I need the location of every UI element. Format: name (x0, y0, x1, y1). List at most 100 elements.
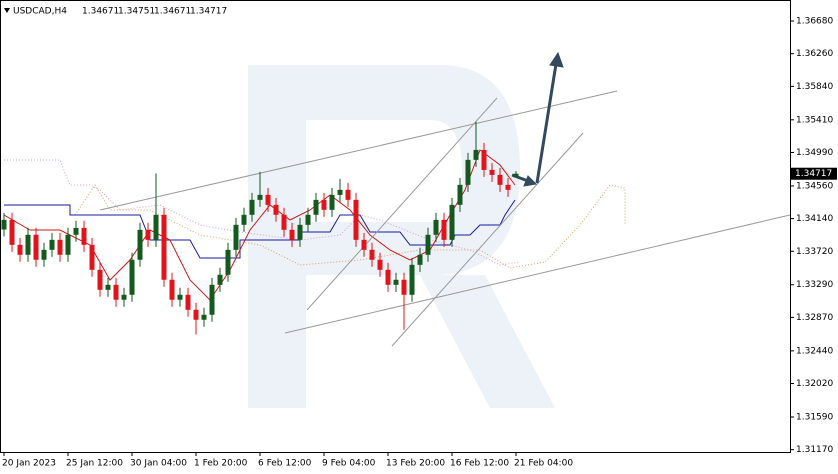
candle-body (313, 199, 319, 215)
candle-body (289, 229, 295, 240)
candle-body (25, 234, 31, 255)
candle-body (385, 269, 391, 285)
candle-body (497, 174, 503, 185)
candle-body (441, 219, 447, 240)
candle-body (41, 249, 47, 260)
candle-body (73, 227, 79, 235)
candle-body (233, 224, 239, 250)
candle-body (9, 219, 15, 245)
candle-body (353, 199, 359, 240)
candle-body (425, 234, 431, 255)
candle-body (273, 204, 279, 215)
candle-body (1, 219, 7, 230)
candle-body (321, 199, 327, 210)
y-tick-label: 1.32440 (796, 346, 833, 356)
candle-body (281, 214, 287, 230)
candle-body (265, 194, 271, 205)
y-tick-label: 1.33720 (796, 247, 833, 257)
candle-body (433, 219, 439, 235)
y-tick-label: 1.35410 (796, 115, 833, 125)
candle-body (105, 284, 111, 290)
candle-body (89, 244, 95, 270)
price-label: 1.34717 (795, 169, 832, 179)
y-tick-label: 1.36260 (796, 49, 833, 59)
candle-body (177, 294, 183, 300)
header-low: 1.34671 (154, 7, 191, 17)
y-tick-label: 1.35840 (796, 82, 833, 92)
arrow-shaft (535, 63, 558, 184)
candle-body (201, 314, 207, 320)
candle-body (449, 204, 455, 240)
candle-body (169, 279, 175, 300)
y-tick-label: 1.33290 (796, 280, 833, 290)
candles (1, 121, 519, 335)
channel-upper (99, 90, 618, 211)
candle-body (505, 184, 511, 190)
cloud-edge-b (74, 184, 626, 269)
x-tick-label: 25 Jan 12:00 (66, 459, 123, 469)
candle-body (185, 294, 191, 310)
cloud (4, 159, 626, 269)
header-high: 1.34751 (118, 7, 155, 17)
candle-body (305, 214, 311, 225)
candle-body (361, 239, 367, 250)
arrow-head (549, 51, 564, 68)
trend-lines (99, 90, 791, 347)
candle-body (457, 184, 463, 205)
candle-body (345, 189, 351, 200)
candle-body (297, 224, 303, 240)
candle-body (377, 259, 383, 270)
candle-body (473, 149, 479, 160)
candle-body (337, 189, 343, 195)
x-tick-label: 30 Jan 04:00 (130, 459, 187, 469)
candle-body (49, 239, 55, 250)
candle-body (113, 284, 119, 300)
cloud-edge-a (4, 159, 521, 266)
candle-body (161, 214, 167, 280)
candle-body (209, 284, 215, 315)
x-tick-label: 6 Feb 12:00 (258, 459, 312, 469)
y-tick-label: 1.31590 (796, 412, 833, 422)
candle-body (57, 239, 63, 255)
candle-body (121, 294, 127, 300)
x-tick-label: 20 Jan 2023 (2, 459, 56, 469)
candle-body (401, 279, 407, 295)
candle-body (393, 279, 399, 285)
plot-frame (0, 0, 791, 453)
y-tick-label: 1.34990 (796, 148, 833, 158)
header-open: 1.34671 (82, 7, 119, 17)
candle-body (481, 149, 487, 170)
candle-body (65, 234, 71, 255)
watermark-stem (248, 65, 306, 408)
x-tick-label: 21 Feb 04:00 (514, 459, 573, 469)
candle-body (33, 234, 39, 260)
candle-body (465, 159, 471, 185)
candle-body (369, 249, 375, 260)
x-tick-label: 13 Feb 20:00 (386, 459, 445, 469)
candle-body (257, 194, 263, 200)
x-tick-label: 16 Feb 12:00 (450, 459, 509, 469)
tenkan-line (3, 149, 516, 301)
symbol: USDCAD,H4 (13, 7, 67, 17)
header-icon (4, 8, 10, 13)
candle-body (417, 254, 423, 265)
candle-body (217, 274, 223, 285)
header-close: 1.34717 (190, 7, 227, 17)
candle-body (329, 194, 335, 210)
candle-body (129, 259, 135, 295)
forecast-arrows (511, 51, 564, 187)
watermark-leg (420, 275, 555, 408)
y-tick-label: 1.31170 (796, 445, 833, 455)
candle-body (17, 244, 23, 255)
y-tick-label: 1.32870 (796, 313, 833, 323)
candle-body (137, 229, 143, 260)
candle-body (241, 214, 247, 225)
candle-body (145, 229, 151, 240)
price-label-box (791, 167, 837, 180)
y-tick-label: 1.36680 (796, 17, 833, 27)
candle-body (249, 199, 255, 215)
arrow-head (523, 175, 538, 187)
candle-body (97, 269, 103, 290)
channel-lower (284, 214, 791, 334)
